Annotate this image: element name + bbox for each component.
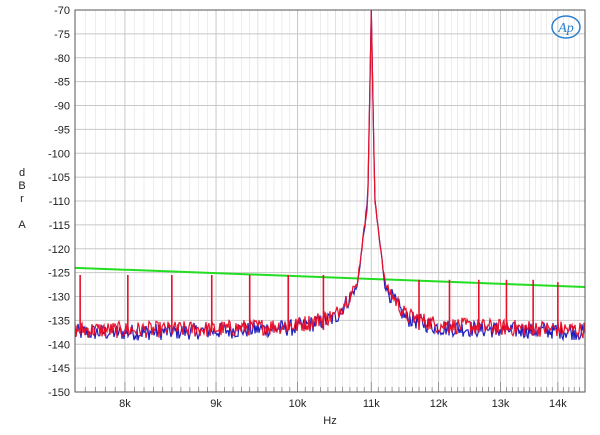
plot-area — [74, 9, 586, 342]
y-tick-label: -135 — [48, 315, 70, 327]
x-axis-label: Hz — [323, 415, 336, 427]
y-tick-label: -145 — [48, 363, 70, 375]
y-tick-label: -130 — [48, 292, 70, 304]
y-tick-label: -70 — [54, 5, 70, 17]
ap-logo-text: Ap — [557, 21, 574, 36]
x-tick-label: 13k — [492, 398, 510, 410]
x-tick-label: 8k — [119, 398, 131, 410]
y-tick-label: -125 — [48, 268, 70, 280]
x-tick-label: 14k — [549, 398, 567, 410]
y-tick-label: -75 — [54, 29, 70, 41]
x-tick-label: 11k — [363, 398, 380, 410]
y-tick-label: -110 — [49, 196, 70, 208]
y-axis-label: dBr A — [18, 167, 26, 231]
y-tick-label: -115 — [49, 220, 70, 232]
red-trace — [74, 9, 586, 339]
y-tick-label: -80 — [54, 53, 70, 65]
y-axis-label-char: B — [18, 180, 25, 192]
y-tick-label: -140 — [48, 339, 70, 351]
y-tick-label: -105 — [48, 172, 70, 184]
limit-line — [74, 266, 586, 288]
ap-logo: Ap — [551, 15, 581, 39]
y-axis-label-char: A — [18, 219, 26, 231]
y-axis-label-char: r — [20, 193, 24, 205]
y-tick-label: -120 — [48, 244, 70, 256]
x-tick-label: 12k — [430, 398, 448, 410]
plot-frame — [74, 9, 586, 393]
y-axis-ticks: -70 -75 -80 -85 -90 -95 -100 -105 -110 -115 -120 -1… — [48, 5, 70, 399]
blue-trace — [74, 9, 586, 342]
y-tick-label: -100 — [48, 148, 70, 160]
x-tick-label: 9k — [210, 398, 222, 410]
x-tick-label: 10k — [289, 398, 307, 410]
y-tick-label: -90 — [54, 101, 70, 113]
y-tick-label: -95 — [54, 124, 70, 136]
y-tick-label: -85 — [54, 77, 70, 89]
x-axis-ticks: 8k 9k 10k 11k 12k 13k 14k — [119, 398, 567, 410]
y-axis-label-char: d — [19, 167, 25, 179]
y-tick-label: -150 — [48, 387, 70, 399]
